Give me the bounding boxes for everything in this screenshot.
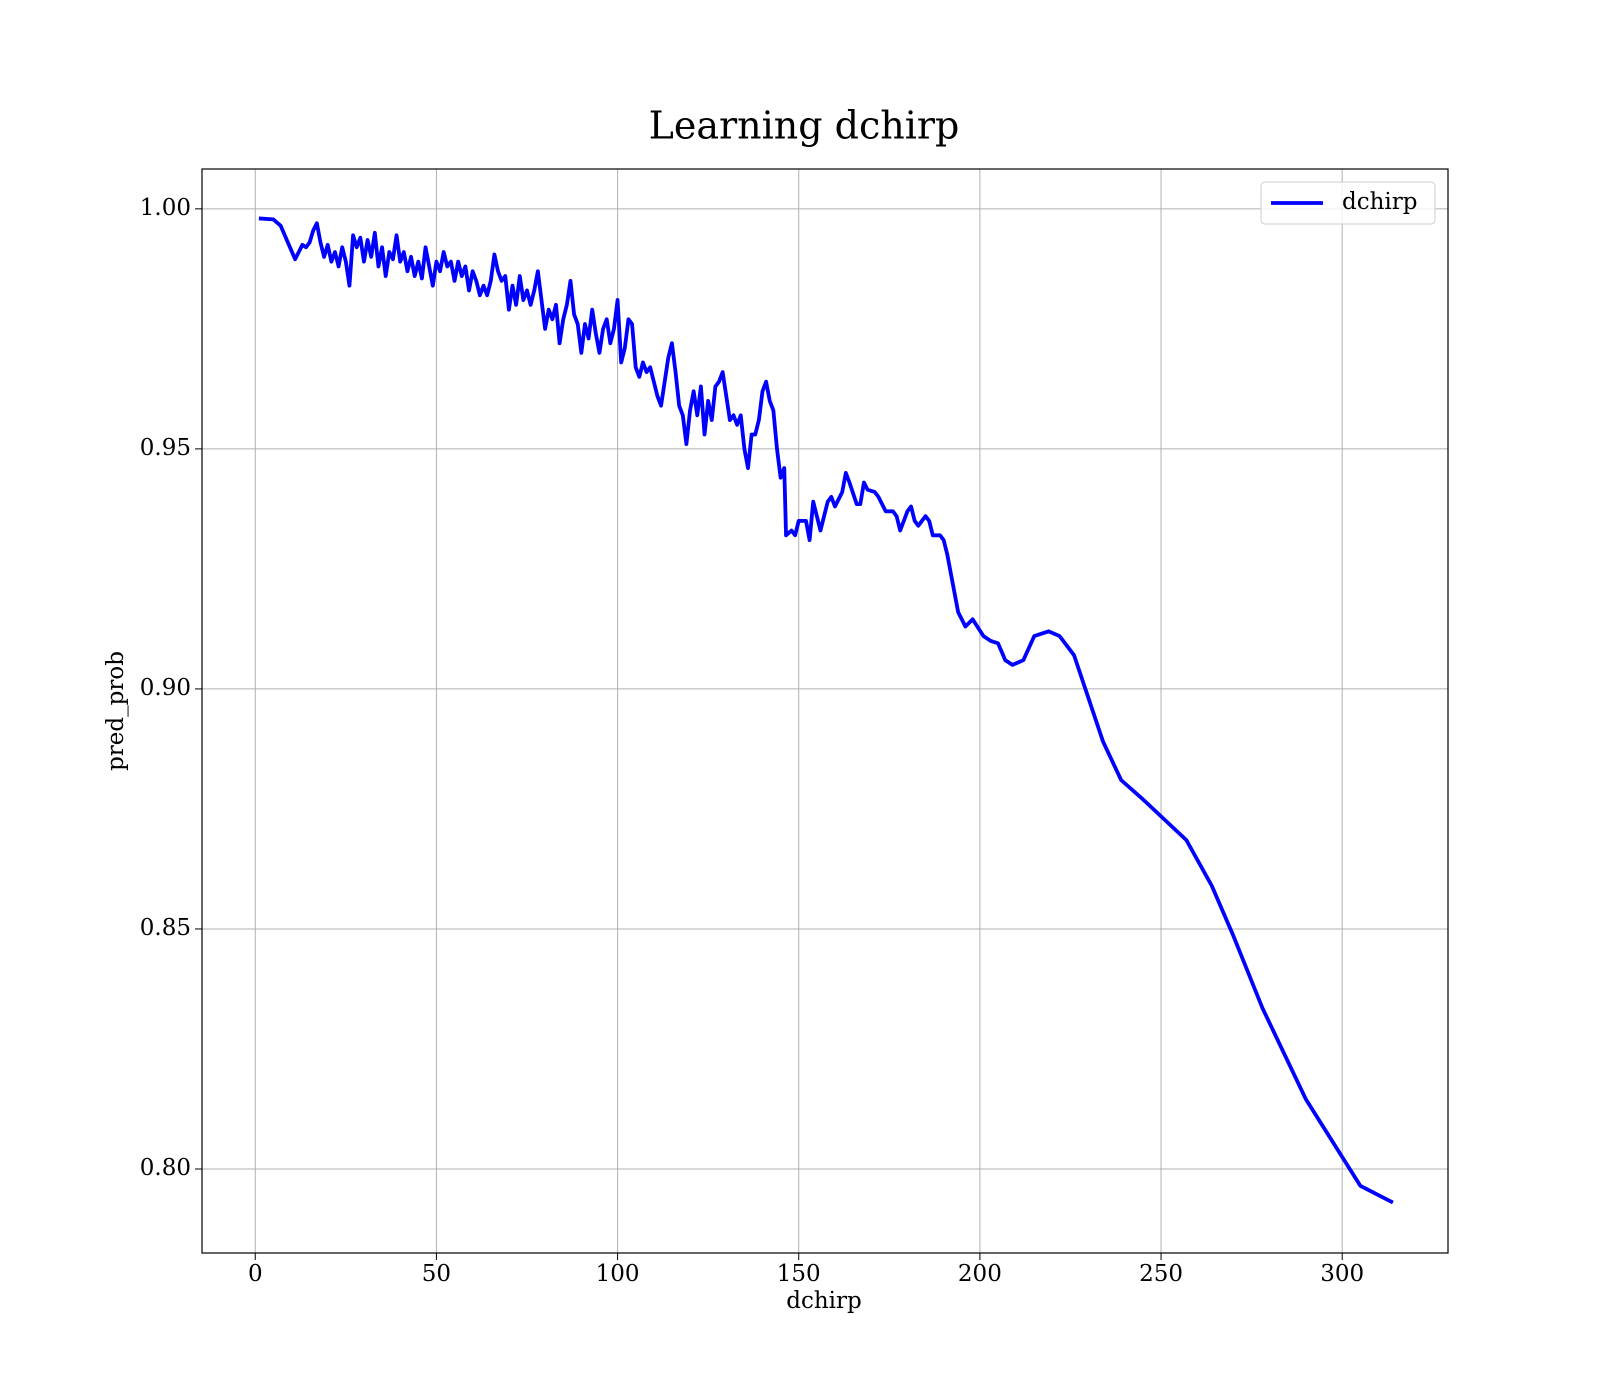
legend-label: dchirp (1342, 189, 1418, 215)
chart-title: Learning dchirp (649, 104, 960, 148)
plot-frame (201, 168, 1449, 1254)
y-tick-label: 0.85 (140, 915, 191, 941)
y-tick-label: 0.80 (140, 1155, 191, 1181)
y-tick-label: 1.00 (140, 195, 191, 221)
x-tick-label: 300 (1320, 1261, 1364, 1287)
x-tick-label: 250 (1139, 1261, 1183, 1287)
legend-box (1260, 181, 1436, 225)
x-tick-label: 150 (777, 1261, 821, 1287)
x-axis-label: dchirp (786, 1288, 862, 1314)
y-axis-label: pred_prob (103, 651, 129, 771)
y-tick-label: 0.95 (140, 435, 191, 461)
x-tick-label: 0 (248, 1261, 263, 1287)
x-tick-label: 200 (958, 1261, 1002, 1287)
x-tick-label: 100 (596, 1261, 640, 1287)
x-tick-label: 50 (422, 1261, 451, 1287)
y-tick-label: 0.90 (140, 675, 191, 701)
line-series (258, 216, 1394, 1205)
